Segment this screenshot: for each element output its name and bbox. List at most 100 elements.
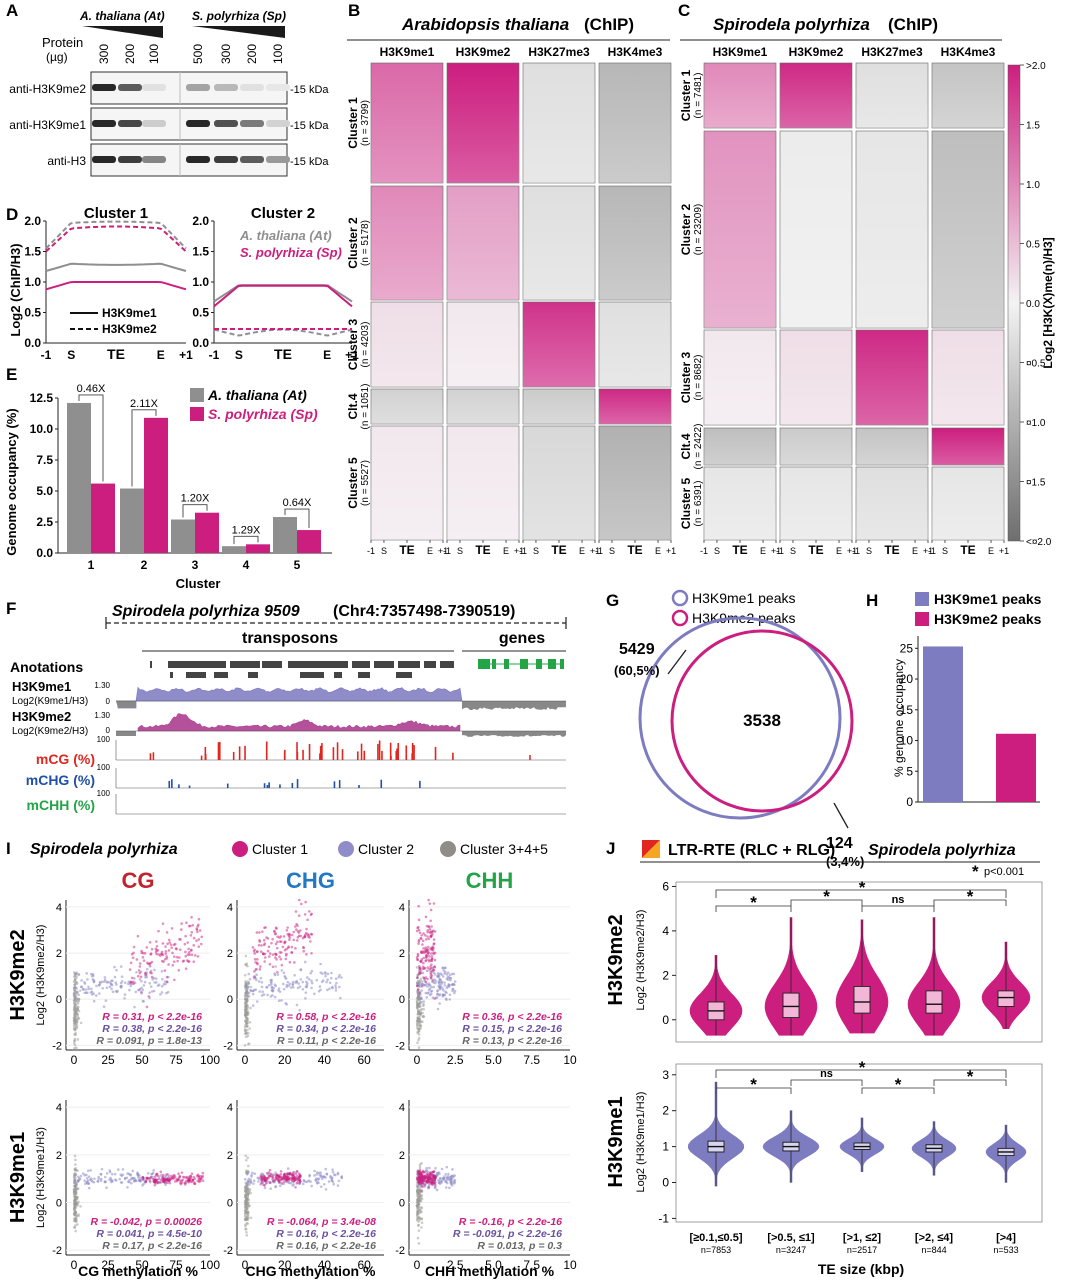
i-point-c1 xyxy=(430,948,434,952)
i-point-c1 xyxy=(196,930,199,934)
colorbar-tick-label: ¤1.5 xyxy=(1026,478,1046,489)
i-point-c2 xyxy=(433,973,437,976)
i-point-c1 xyxy=(294,910,298,913)
panel-e-legend-sp-swatch xyxy=(190,407,204,421)
i-point-c1 xyxy=(148,1179,152,1183)
i-point-c1 xyxy=(156,949,160,952)
i-point-c345 xyxy=(73,1005,76,1008)
i-point-c2 xyxy=(434,1166,437,1170)
panel-d-curve xyxy=(45,281,187,291)
i-point-c1 xyxy=(138,965,142,968)
panel-d-ytick-label: 2.0 xyxy=(192,214,209,228)
i-point-c1 xyxy=(165,931,169,934)
f-te-block xyxy=(230,661,260,668)
i-point-c1 xyxy=(425,953,428,957)
i-point-c1 xyxy=(187,947,190,951)
i-point-c345 xyxy=(249,985,253,989)
i-point-c1 xyxy=(258,939,261,942)
i-point-c1 xyxy=(155,952,158,956)
i-xtick-label: 0 xyxy=(414,1053,421,1067)
i-point-c1 xyxy=(191,1178,195,1182)
i-point-c1 xyxy=(178,937,181,941)
heatmap-tick-label: E xyxy=(912,546,918,556)
f-gene-exon xyxy=(560,659,564,669)
i-point-c1 xyxy=(164,1178,168,1182)
i-point-c2 xyxy=(301,980,305,984)
at-amount: 300 xyxy=(97,44,111,64)
i-point-c1 xyxy=(135,958,139,961)
i-point-c2 xyxy=(255,973,258,977)
i-point-c2 xyxy=(324,1167,328,1171)
i-legend-c3-dot xyxy=(440,841,456,857)
blot-band xyxy=(92,156,116,163)
i-point-c2 xyxy=(87,985,90,989)
i-point-c2 xyxy=(445,973,449,976)
i-point-c345 xyxy=(419,1009,422,1012)
i-point-c2 xyxy=(73,975,76,978)
i-point-c1 xyxy=(426,969,429,973)
i-point-c1 xyxy=(305,953,308,956)
panel-letter-f: F xyxy=(6,599,16,618)
blot-antibody: anti-H3 xyxy=(47,154,86,168)
i-point-c1 xyxy=(418,967,422,970)
heatmap-tick-label: -1 xyxy=(443,546,451,556)
i-point-c1 xyxy=(144,971,147,975)
i-point-c2 xyxy=(160,985,164,988)
i-point-c1 xyxy=(422,951,426,955)
heatmap-tick-label: TE xyxy=(475,543,490,557)
i-point-c1 xyxy=(310,912,313,916)
i-point-c2 xyxy=(78,1177,82,1181)
panel-e-legend-at-swatch xyxy=(190,388,204,402)
i-point-c1 xyxy=(424,958,428,962)
i-point-c2 xyxy=(77,993,80,997)
i-point-c1 xyxy=(304,900,307,904)
i-point-c1 xyxy=(198,929,202,932)
i-point-c1 xyxy=(263,956,267,959)
i-point-c1 xyxy=(276,970,279,974)
i-point-c1 xyxy=(431,979,434,982)
i-point-c1 xyxy=(302,949,306,953)
i-point-c1 xyxy=(263,952,267,956)
panel-e-ratio: 1.20X xyxy=(181,493,210,505)
i-point-c345 xyxy=(76,1038,80,1041)
i-point-c1 xyxy=(279,1172,283,1176)
j-sig-label: ns xyxy=(892,894,905,906)
i-point-c2 xyxy=(336,1171,340,1175)
i-point-c2 xyxy=(250,1175,253,1178)
i-point-c2 xyxy=(320,1185,323,1188)
i-point-c2 xyxy=(257,980,261,983)
i-point-c1 xyxy=(268,955,271,958)
i-point-c345 xyxy=(416,1201,420,1204)
i-point-c2 xyxy=(296,986,300,990)
i-point-c1 xyxy=(266,937,270,940)
i-point-c1 xyxy=(165,957,169,960)
i-xtick-label: 25 xyxy=(101,1258,115,1272)
heatmap-cluster-n: (n = 8682) xyxy=(693,355,704,401)
i-point-c2 xyxy=(139,1176,142,1180)
panel-b: B Arabidopsis thaliana (ChIP) H3K9me1 H3K… xyxy=(346,1,676,557)
heatmap-tick-label: S xyxy=(457,546,463,556)
i-point-c2 xyxy=(83,991,87,995)
h-ytick-label: 25 xyxy=(900,641,914,655)
i-point-c2 xyxy=(128,988,131,992)
i-point-c2 xyxy=(325,988,329,992)
panel-e-ratio: 0.64X xyxy=(283,497,312,509)
i-point-c345 xyxy=(415,1019,419,1022)
venn-me1-only-pct: (60,5%) xyxy=(614,663,660,678)
i-point-c2 xyxy=(131,1169,135,1173)
i-point-c1 xyxy=(286,926,289,929)
i-point-c345 xyxy=(420,1206,424,1210)
i-point-c2 xyxy=(336,1184,340,1187)
i-point-c1 xyxy=(178,1174,182,1178)
i-point-c1 xyxy=(268,963,272,966)
i-point-c1 xyxy=(140,990,143,994)
i-point-c1 xyxy=(192,1175,195,1179)
i-point-c2 xyxy=(443,1178,446,1181)
i-point-c1 xyxy=(262,943,266,947)
i-point-c345 xyxy=(417,1209,421,1212)
i-point-c2 xyxy=(310,969,314,973)
i-point-c1 xyxy=(263,1184,266,1187)
i-point-c1 xyxy=(161,1180,165,1184)
heatmap-cluster-label: Cluster 5 xyxy=(346,457,360,509)
i-point-c2 xyxy=(324,974,327,978)
